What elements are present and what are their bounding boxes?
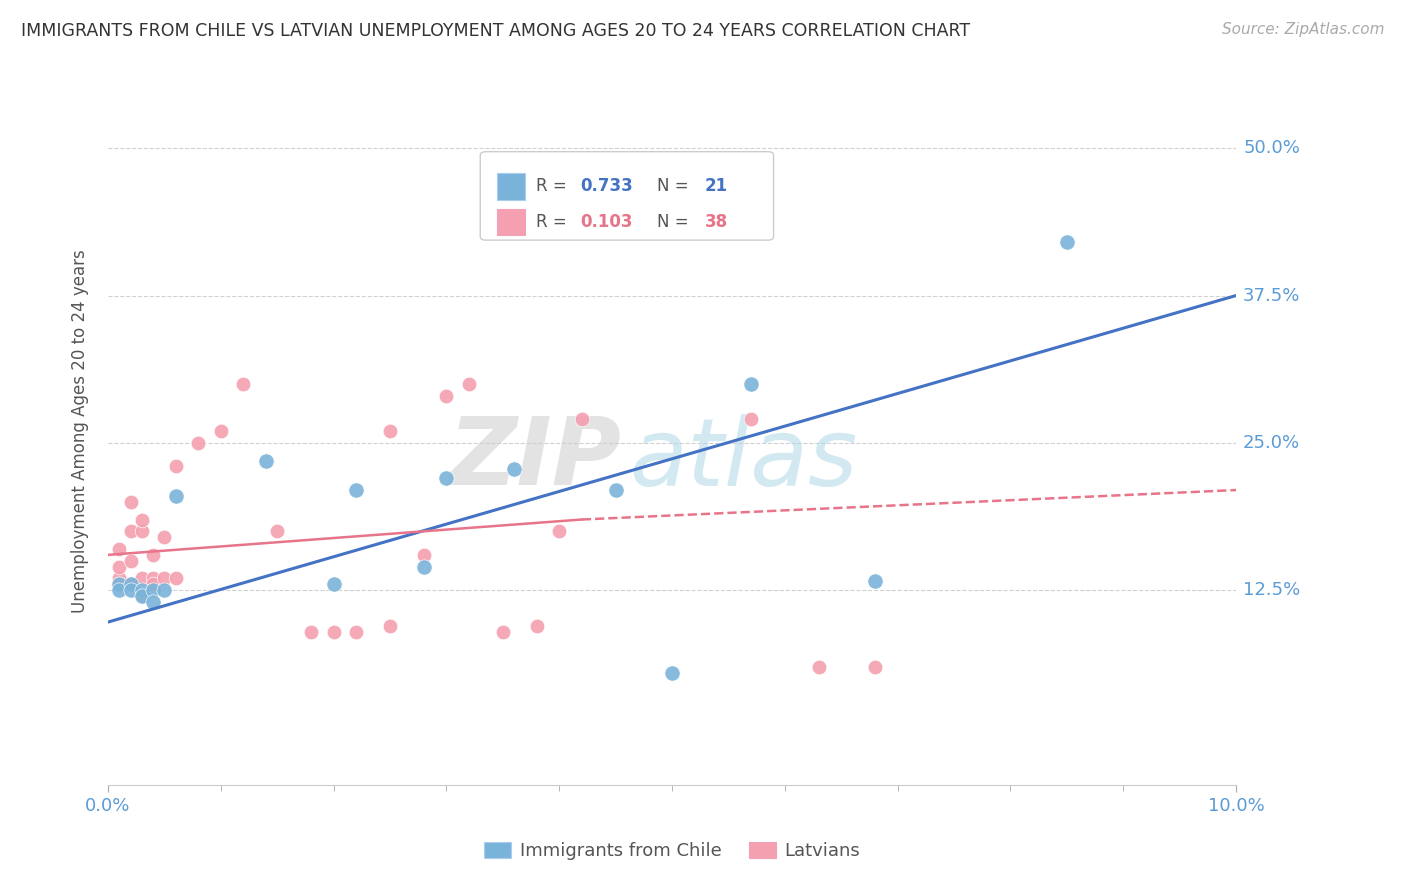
Point [165,459,187,474]
Point [863,660,886,674]
FancyBboxPatch shape [481,152,773,240]
Point [322,577,344,591]
Text: IMMIGRANTS FROM CHILE VS LATVIAN UNEMPLOYMENT AMONG AGES 20 TO 24 YEARS CORRELAT: IMMIGRANTS FROM CHILE VS LATVIAN UNEMPLO… [21,22,970,40]
Point [492,624,515,639]
Point [378,424,401,438]
Point [605,483,627,497]
Text: N =: N = [658,178,695,195]
Text: ZIP: ZIP [449,413,621,506]
Point [131,589,153,603]
Point [412,548,434,562]
Text: 21: 21 [704,178,728,195]
Point [120,524,142,539]
Point [254,453,277,467]
Point [120,495,142,509]
Point [266,524,288,539]
Point [142,548,165,562]
Point [436,389,458,403]
Point [153,530,176,544]
Point [378,618,401,632]
Point [232,376,254,391]
Point [142,571,165,585]
Text: R =: R = [536,178,571,195]
Point [142,577,165,591]
Point [120,577,142,591]
Point [807,660,830,674]
Point [412,559,434,574]
Point [131,583,153,598]
Point [344,624,367,639]
Text: 50.0%: 50.0% [1243,139,1301,157]
Point [108,583,131,598]
Point [661,665,683,680]
Point [740,376,762,391]
Legend: Immigrants from Chile, Latvians: Immigrants from Chile, Latvians [477,835,868,868]
Point [165,571,187,585]
Point [344,483,367,497]
Point [322,624,344,639]
Point [165,489,187,503]
Point [131,524,153,539]
Text: 38: 38 [704,213,728,231]
Point [153,571,176,585]
Y-axis label: Unemployment Among Ages 20 to 24 years: Unemployment Among Ages 20 to 24 years [72,249,89,613]
Text: 0.103: 0.103 [581,213,633,231]
Text: Source: ZipAtlas.com: Source: ZipAtlas.com [1222,22,1385,37]
Point [108,571,131,585]
Point [209,424,232,438]
Point [187,436,209,450]
Bar [498,173,526,200]
Point [863,574,886,588]
Point [142,583,165,598]
Text: N =: N = [658,213,695,231]
Bar [498,209,526,235]
Point [142,595,165,609]
Point [120,577,142,591]
Point [740,412,762,426]
Point [120,583,142,598]
Point [153,583,176,598]
Point [1056,235,1078,250]
Text: R =: R = [536,213,571,231]
Point [108,541,131,556]
Point [548,524,571,539]
Point [108,577,131,591]
Text: atlas: atlas [628,414,858,505]
Point [526,618,548,632]
Point [131,571,153,585]
Point [503,462,526,476]
Text: 0.733: 0.733 [581,178,634,195]
Point [108,577,131,591]
Point [458,376,481,391]
Point [436,471,458,485]
Text: 37.5%: 37.5% [1243,286,1301,304]
Point [108,559,131,574]
Point [120,554,142,568]
Text: 12.5%: 12.5% [1243,582,1301,599]
Point [571,412,593,426]
Point [131,512,153,526]
Point [299,624,322,639]
Text: 25.0%: 25.0% [1243,434,1301,452]
Point [131,589,153,603]
